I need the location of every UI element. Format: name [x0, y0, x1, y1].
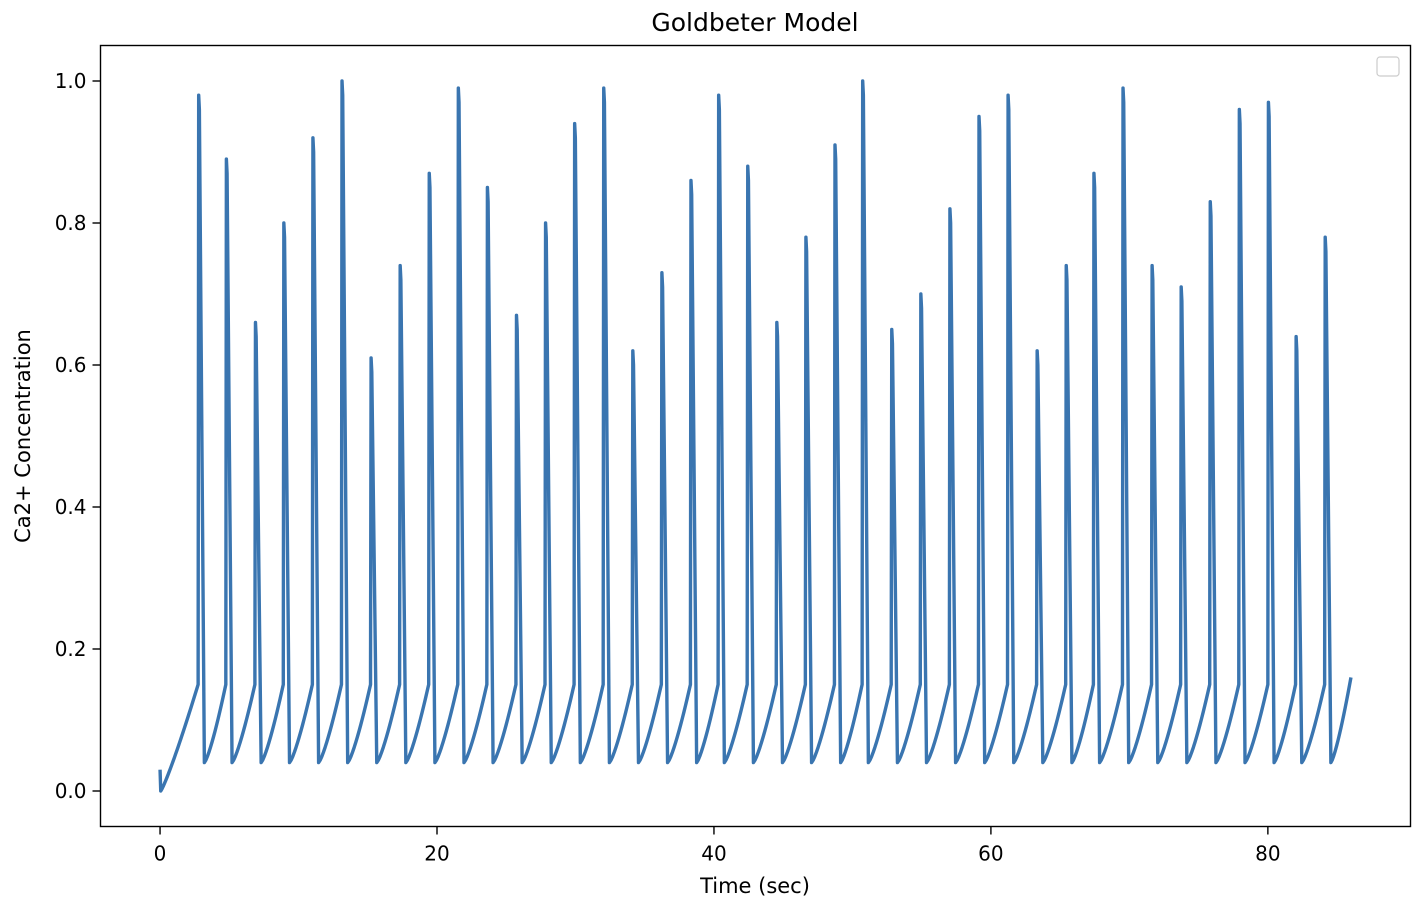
plot-frame [99, 44, 1412, 828]
y-axis-label: Ca2+ Concentration [11, 329, 35, 543]
y-tick-label: 0.0 [55, 779, 87, 803]
y-tick-label: 0.4 [55, 495, 87, 519]
x-axis-label: Time (sec) [699, 874, 810, 898]
legend-box [1376, 56, 1400, 77]
axis-ticks: 0 20 40 60 80 0.0 0.2 0.4 0.6 0.8 1.0 [55, 69, 1281, 866]
y-tick-label: 0.2 [55, 637, 87, 661]
y-tick-label: 0.6 [55, 353, 87, 377]
chart-title: Goldbeter Model [651, 8, 858, 37]
x-tick-label: 60 [978, 842, 1003, 866]
y-tick-label: 1.0 [55, 69, 87, 93]
y-tick-label: 0.8 [55, 211, 87, 235]
plot-area [158, 79, 1353, 793]
x-tick-label: 0 [154, 842, 167, 866]
x-tick-label: 20 [424, 842, 449, 866]
x-tick-label: 80 [1255, 842, 1280, 866]
x-tick-label: 40 [701, 842, 726, 866]
series-line [158, 79, 1353, 793]
